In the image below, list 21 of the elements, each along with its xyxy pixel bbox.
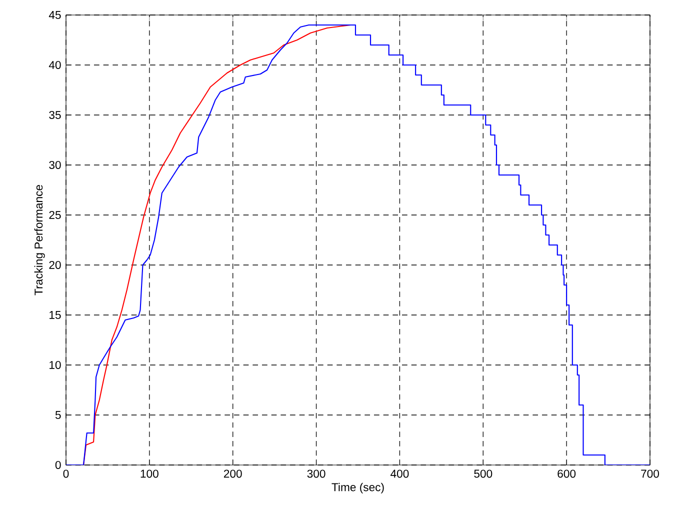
x-tick-label: 300 — [307, 470, 326, 478]
line-series — [66, 24, 650, 465]
x-tick-label: 700 — [641, 470, 659, 478]
x-tick-label: 600 — [558, 470, 576, 478]
y-tick-label: 40 — [48, 60, 61, 69]
y-tick-label: 15 — [50, 311, 61, 319]
y-tick-label: 5 — [55, 411, 61, 419]
y-tick-label: 35 — [49, 110, 61, 119]
x-tick-label: 200 — [224, 470, 242, 478]
y-tick-label: 20 — [49, 260, 61, 269]
y-tick-label: 30 — [49, 160, 61, 169]
y-axis-title: Tracking Performance — [34, 184, 45, 296]
x-tick-label: 500 — [474, 470, 492, 478]
y-tick-label: 45 — [48, 11, 61, 19]
y-tick-label: 0 — [55, 460, 61, 469]
y-tick-label: 25 — [49, 210, 61, 219]
x-axis-title: Time (sec) — [332, 482, 384, 494]
x-tick-label: 400 — [390, 470, 409, 478]
x-tick-label: 100 — [140, 470, 158, 478]
x-tick-label: 0 — [63, 470, 69, 478]
y-tick-label: 10 — [50, 360, 61, 369]
